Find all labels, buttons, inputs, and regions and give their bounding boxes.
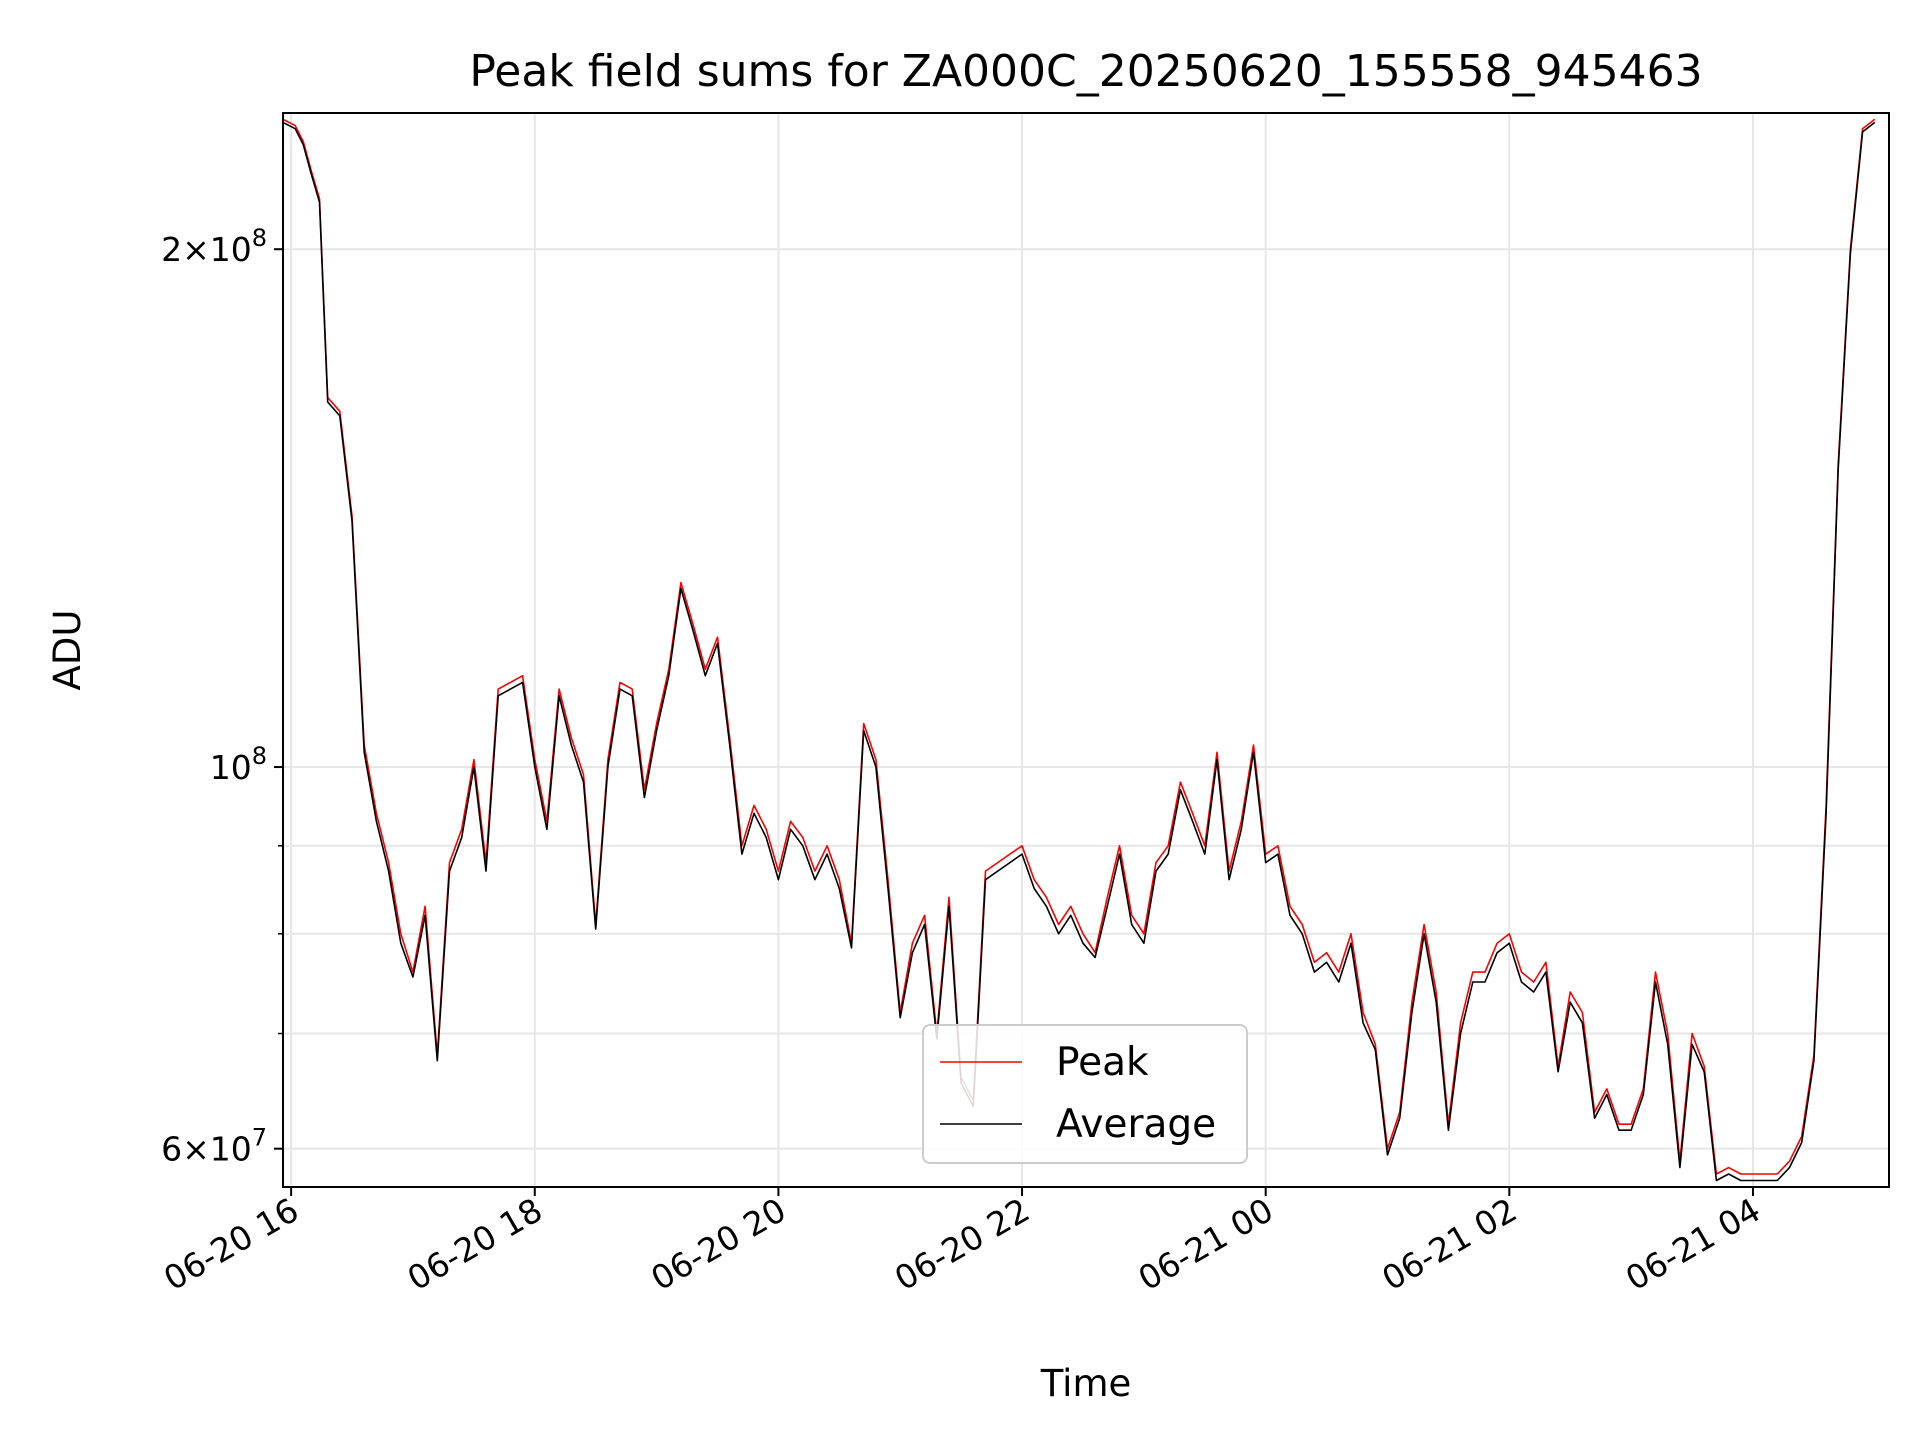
- legend: Peak Average: [922, 1024, 1248, 1164]
- y-tick-ten: 10: [210, 1130, 252, 1169]
- legend-label-average: Average: [1056, 1102, 1216, 1147]
- y-tick-label: 6×107: [161, 1124, 267, 1169]
- plot-frame: [282, 112, 1890, 1188]
- y-tick-label: 2×108: [161, 224, 267, 269]
- y-tick-exponent: 8: [252, 224, 267, 252]
- y-tick-exponent: 8: [252, 742, 267, 770]
- series-line-average: [282, 121, 1876, 1182]
- y-tick-times: ×: [182, 230, 210, 269]
- y-axis-title: ADU: [46, 610, 89, 691]
- chart-title: Peak field sums for ZA000C_20250620_1555…: [469, 46, 1702, 97]
- y-tick-exponent: 7: [252, 1124, 267, 1152]
- x-axis-title: Time: [1040, 1362, 1132, 1405]
- y-tick-label: 108: [210, 742, 267, 787]
- y-tick-base: 2: [161, 230, 182, 269]
- series-lines: [282, 118, 1876, 1182]
- y-tick-times: ×: [182, 1130, 210, 1169]
- legend-box: [922, 1024, 1248, 1164]
- legend-label-peak: Peak: [1056, 1040, 1149, 1085]
- y-tick-ten: 10: [210, 230, 252, 269]
- y-tick-ten: 10: [210, 748, 252, 787]
- series-line-peak: [282, 118, 1876, 1175]
- y-tick-base: 6: [161, 1130, 182, 1169]
